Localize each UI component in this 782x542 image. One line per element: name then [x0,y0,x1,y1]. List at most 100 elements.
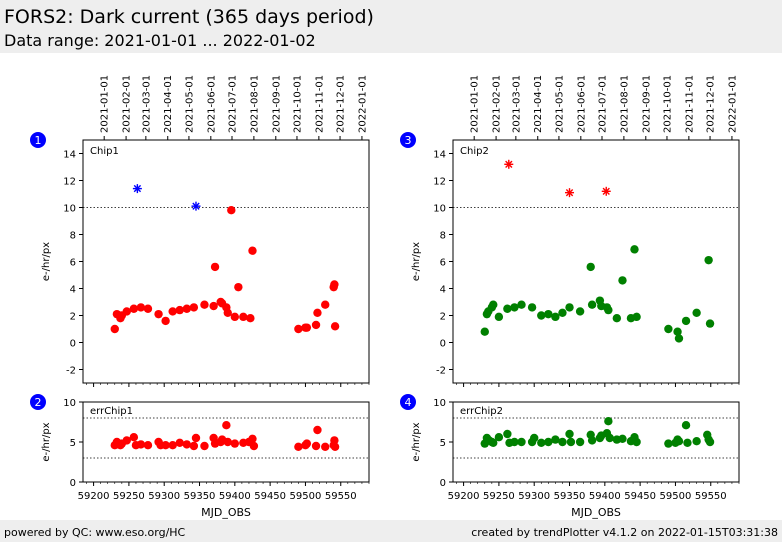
panel-number: 3 [405,134,412,147]
data-point [249,441,259,451]
data-point [612,314,622,323]
outlier-stroke [565,188,574,197]
data-point [673,327,682,336]
data-point [558,308,567,317]
data-point [551,435,560,444]
data-point [674,334,684,343]
y-tick-label: 14 [433,150,446,161]
date-tick-label: 2021-04-01 [533,75,544,133]
outlier-point [132,184,142,194]
data-point [586,262,595,272]
data-point [632,312,641,322]
date-tick-label: 2021-02-01 [122,75,133,133]
date-tick-label: 2021-05-01 [184,75,195,133]
x-tick-label: 59550 [325,491,357,502]
panel-label: errChip1 [90,406,133,417]
data-point [330,322,340,331]
data-point [705,437,715,447]
data-point [200,300,209,309]
x-tick-label: 59350 [554,491,586,502]
x-tick-label: 59200 [78,491,110,502]
data-point [239,312,248,322]
data-point [189,441,199,451]
date-tick-label: 2021-12-01 [706,75,717,133]
x-axis-label: MJD_OBS [571,506,621,519]
data-point [248,246,257,255]
data-point [110,324,119,334]
data-point [605,433,614,443]
footer-created: created by trendPlotter v4.1.2 on 2022-0… [471,526,778,539]
data-point [168,307,177,316]
data-point [704,255,713,265]
outlier-stroke [192,202,200,210]
data-point [537,438,546,447]
plot-frame [452,139,740,384]
date-tick-label: 2021-07-01 [598,75,609,133]
panel-label: errChip2 [460,406,503,417]
data-point [175,305,184,315]
x-tick-label: 59400 [589,491,621,502]
data-point [604,305,613,315]
data-point [575,437,585,447]
data-point [510,303,519,312]
panel-number-badge [30,132,46,148]
x-tick-label: 59200 [448,491,480,502]
data-point [321,300,330,309]
x-tick-label: 59400 [219,491,251,502]
panel-number-badge [400,394,416,410]
data-point [527,303,537,312]
date-tick-label: 2021-09-01 [641,75,652,133]
data-point [222,421,231,430]
data-point [230,312,240,322]
data-point [223,437,232,447]
data-point [630,245,639,254]
date-tick-label: 2021-10-01 [292,75,303,133]
data-point [587,436,597,445]
data-point [587,300,597,309]
data-point [294,324,303,334]
chart-panel-2: 0 5 10 59200 59250 59300 59350 59400 59450 59500 5… [30,394,370,519]
data-point [705,319,715,328]
y-axis-label: e-/hr/px [41,422,52,461]
data-point [321,442,330,451]
date-tick-label: 2021-12-01 [336,75,347,133]
data-point [566,437,576,447]
data-point [692,308,701,317]
data-point [209,301,218,311]
plot-frame [82,139,370,384]
data-point [230,439,240,448]
date-tick-label: 2021-07-01 [228,75,239,133]
y-tick-label: 5 [440,438,446,449]
y-tick-label: 8 [440,231,446,242]
data-point [551,312,560,322]
data-point [489,300,498,309]
y-tick-label: 2 [440,312,446,323]
outlier-point [601,186,611,196]
x-tick-label: 59250 [483,491,515,502]
data-point [480,327,489,336]
panel-number-badge [400,132,416,148]
data-point [544,437,553,447]
date-tick-label: 2021-09-01 [271,75,282,133]
x-tick-label: 59500 [660,491,692,502]
page-subtitle: Data range: 2021-01-01 ... 2022-01-02 [4,31,316,50]
y-tick-label: 2 [70,312,76,323]
data-point [143,304,153,313]
date-tick-label: 2021-04-01 [163,75,174,133]
y-tick-label: 12 [63,177,76,188]
data-point [129,304,139,313]
chart-panel-4: 0 5 10 59200 59250 59300 59350 59400 59450 59500 5… [400,394,740,519]
data-point [530,433,539,443]
date-tick-label: 2022-01-01 [727,75,738,133]
y-tick-label: 4 [70,285,76,296]
data-point [294,442,303,451]
y-axis-label: e-/hr/px [411,422,422,461]
date-tick-label: 2021-01-01 [470,75,481,133]
data-point [175,438,184,447]
y-tick-label: 8 [70,231,76,242]
outlier-point [565,188,575,198]
y-axis-label: e-/hr/px [41,242,52,281]
data-point [537,311,546,320]
x-tick-label: 59450 [254,491,286,502]
